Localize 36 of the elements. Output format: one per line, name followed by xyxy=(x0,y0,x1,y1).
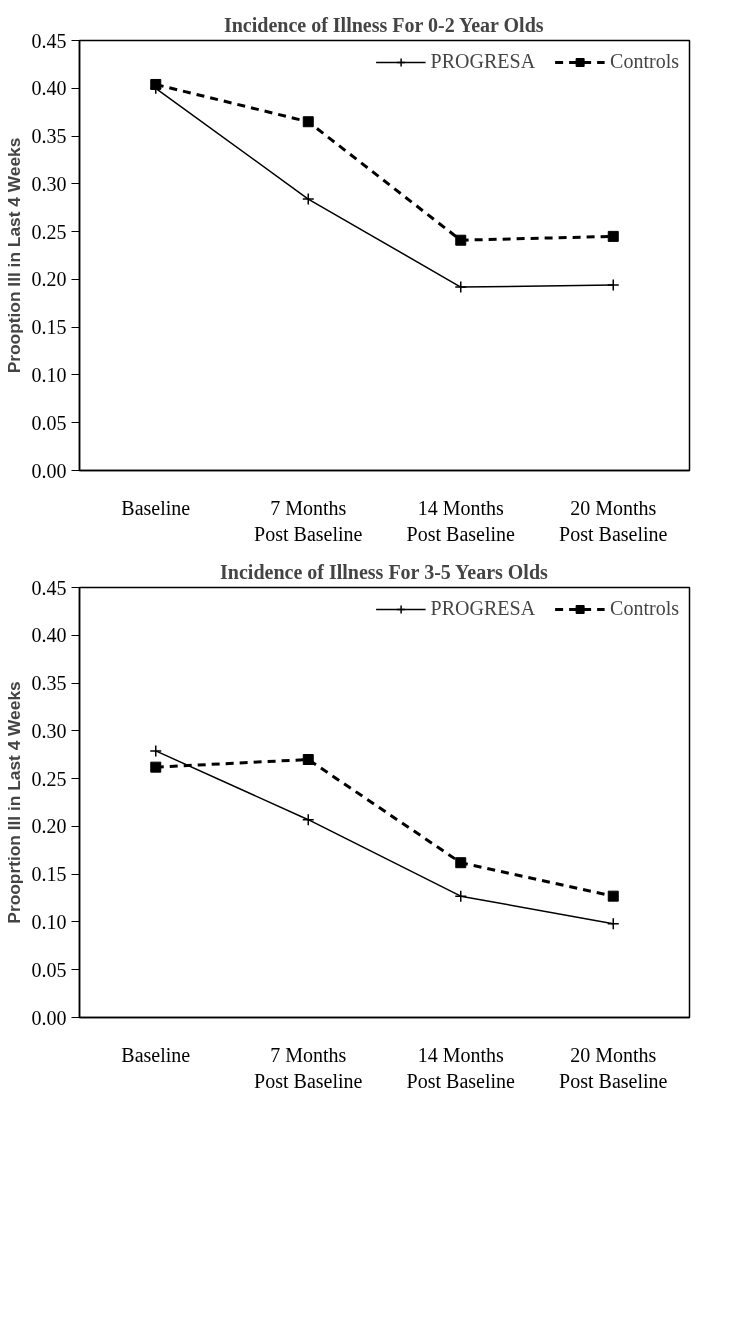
y-tick-label: 0.10 xyxy=(31,363,67,386)
y-tick-label: 0.05 xyxy=(31,411,67,434)
y-tick-label: 0.40 xyxy=(31,77,67,100)
y-tick-label: 0.20 xyxy=(31,815,67,838)
y-tick-label: 0.10 xyxy=(31,910,67,933)
chart-title: Incidence of Illness For 3-5 Years Olds xyxy=(220,560,549,583)
y-tick-label: 0.25 xyxy=(31,220,67,243)
chart-title: Incidence of Illness For 0-2 Year Olds xyxy=(223,13,544,36)
y-tick-label: 0.40 xyxy=(31,624,67,647)
y-tick-label: 0.30 xyxy=(31,172,67,195)
y-tick-label: 0.00 xyxy=(31,1006,67,1029)
legend-label: Controls xyxy=(610,50,679,73)
x-tick-label: 7 Months Post Baseline xyxy=(254,496,363,545)
legend-label: PROGRESA xyxy=(430,50,536,73)
y-tick-label: 0.25 xyxy=(31,767,67,790)
y-tick-label: 0.00 xyxy=(31,459,67,482)
y-tick-label: 0.45 xyxy=(31,29,67,52)
y-tick-label: 0.20 xyxy=(31,268,67,291)
y-tick-label: 0.35 xyxy=(31,125,67,148)
y-tick-label: 0.15 xyxy=(31,863,67,886)
x-tick-label: 20 Months Post Baseline xyxy=(559,1043,668,1092)
y-tick-label: 0.30 xyxy=(31,719,67,742)
x-tick-label: Baseline xyxy=(121,496,191,519)
y-tick-label: 0.15 xyxy=(31,316,67,339)
x-tick-label: 20 Months Post Baseline xyxy=(559,496,668,545)
y-tick-label: 0.45 xyxy=(31,576,67,599)
y-tick-label: 0.05 xyxy=(31,958,67,981)
legend-label: PROGRESA xyxy=(430,597,536,620)
x-tick-label: 14 Months Post Baseline xyxy=(406,1043,516,1092)
y-axis-title: Prooption Ill in Last 4 Weeks xyxy=(3,137,24,374)
legend-label: Controls xyxy=(610,597,679,620)
y-axis-title: Prooprtion Ill in Last 4 Weeks xyxy=(3,681,24,924)
x-tick-label: 7 Months Post Baseline xyxy=(254,1043,363,1092)
y-tick-label: 0.35 xyxy=(31,672,67,695)
x-tick-label: Baseline xyxy=(121,1043,191,1066)
x-tick-label: 14 Months Post Baseline xyxy=(406,496,516,545)
